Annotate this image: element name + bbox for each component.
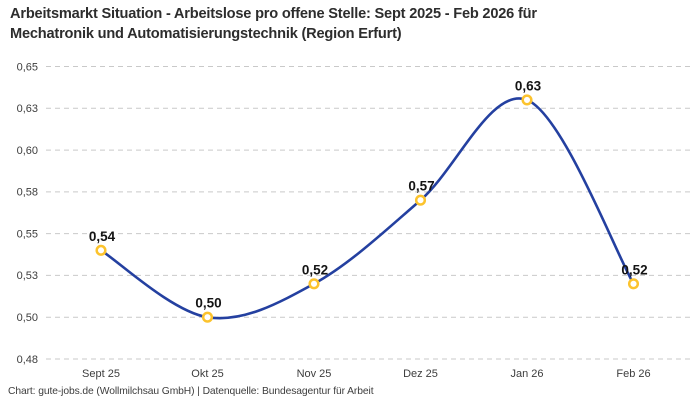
data-point-marker [308, 278, 320, 290]
data-point-label: 0,54 [89, 229, 116, 244]
x-axis-tick-label: Jan 26 [510, 368, 543, 380]
x-axis-tick-label: Dez 25 [403, 368, 438, 380]
data-point-marker [521, 94, 533, 106]
data-point-label: 0,57 [408, 179, 434, 194]
x-axis-tick-label: Okt 25 [191, 368, 223, 380]
data-line [99, 97, 635, 320]
data-point-label: 0,63 [515, 78, 542, 93]
x-axis-tick-label: Nov 25 [297, 368, 332, 380]
y-axis-tick-label: 0,48 [17, 354, 38, 366]
x-axis-tick-label: Feb 26 [616, 368, 650, 380]
y-axis-tick-label: 0,63 [17, 103, 38, 115]
chart-footer: Chart: gute-jobs.de (Wollmilchsau GmbH) … [8, 386, 374, 397]
data-point-label: 0,52 [302, 262, 328, 277]
y-axis-tick-label: 0,60 [17, 145, 38, 157]
chart-title-line1: Arbeitsmarkt Situation - Arbeitslose pro… [10, 6, 537, 22]
data-point-marker [627, 278, 640, 290]
chart-title: Arbeitsmarkt Situation - Arbeitslose pro… [10, 4, 537, 44]
data-point-label: 0,52 [621, 262, 647, 277]
y-axis-tick-label: 0,53 [17, 270, 38, 282]
data-point-marker [201, 311, 214, 323]
data-point-label: 0,50 [195, 296, 221, 311]
y-axis-tick-label: 0,50 [17, 312, 38, 324]
y-axis-tick-label: 0,55 [17, 228, 38, 240]
data-point-marker [414, 194, 427, 206]
y-axis-tick-label: 0,65 [17, 61, 38, 73]
chart-title-line2: Mechatronik und Automatisierungstechnik … [10, 26, 402, 42]
data-point-marker [95, 244, 107, 256]
y-axis-tick-label: 0,58 [17, 187, 38, 199]
x-axis-tick-label: Sept 25 [82, 368, 120, 380]
